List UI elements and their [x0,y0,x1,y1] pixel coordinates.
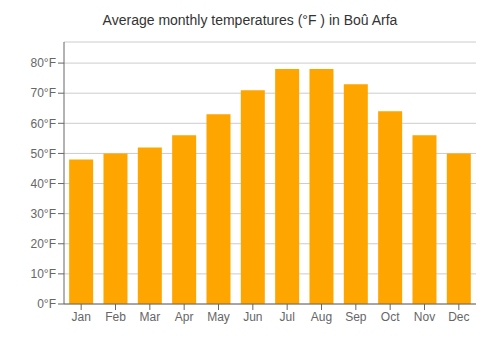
svg-text:40°F: 40°F [31,177,56,191]
svg-text:Dec: Dec [448,310,469,324]
svg-text:0°F: 0°F [37,297,56,311]
svg-text:10°F: 10°F [31,267,56,281]
svg-text:Sep: Sep [345,310,367,324]
svg-text:60°F: 60°F [31,117,56,131]
svg-text:Jan: Jan [71,310,90,324]
svg-text:Oct: Oct [381,310,400,324]
svg-text:Mar: Mar [139,310,160,324]
svg-text:20°F: 20°F [31,237,56,251]
svg-text:Nov: Nov [414,310,435,324]
svg-text:May: May [207,310,230,324]
svg-text:50°F: 50°F [31,147,56,161]
svg-text:Apr: Apr [175,310,194,324]
svg-text:Jul: Jul [279,310,294,324]
svg-text:Aug: Aug [311,310,332,324]
svg-text:Feb: Feb [105,310,126,324]
html-text:Average monthly temperatures (: Average monthly temperatures (°F ) in Bo… [102,12,398,28]
svg-text:Jun: Jun [243,310,262,324]
svg-text:80°F: 80°F [31,56,56,70]
svg-text:70°F: 70°F [31,86,56,100]
svg-text:30°F: 30°F [31,207,56,221]
